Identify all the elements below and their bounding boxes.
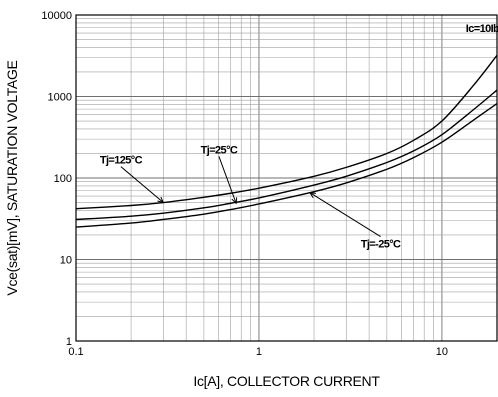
annotations: Ic=10Ib Tj=125°C Tj=25°C Tj=-25°C xyxy=(100,23,498,251)
grid xyxy=(75,14,498,342)
series-line-1 xyxy=(75,89,498,221)
y-tick-labels: 1 10 100 1000 10000 xyxy=(41,10,72,348)
x-tick-label: 1 xyxy=(256,346,262,358)
annotation-arrow-2 xyxy=(218,156,237,204)
y-axis-label: Vce(sat)[mV], SATURATION VOLTAGE xyxy=(4,60,20,295)
annotation-arrows xyxy=(120,156,381,238)
annotation-label-2: Tj=25°C xyxy=(201,144,238,156)
y-tick-label: 10 xyxy=(60,255,72,267)
x-tick-labels: 0.1 1 10 xyxy=(68,346,448,358)
plot-frame xyxy=(75,14,498,342)
annotation-arrow-1 xyxy=(120,166,164,203)
annotation-arrowhead-3 xyxy=(308,192,316,199)
y-tick-label: 1 xyxy=(66,336,72,348)
x-tick-label: 10 xyxy=(436,346,448,358)
y-tick-label: 100 xyxy=(54,173,72,185)
x-tick-label: 0.1 xyxy=(68,346,83,358)
y-tick-label: 10000 xyxy=(41,10,72,22)
x-axis-label: Ic[A], COLLECTOR CURRENT xyxy=(193,373,380,389)
series-line-2 xyxy=(75,102,498,228)
annotation-arrowhead-1 xyxy=(157,196,165,204)
annotation-label-1: Tj=125°C xyxy=(100,155,143,167)
y-tick-label: 1000 xyxy=(48,92,72,104)
annotation-label-0: Ic=10Ib xyxy=(466,23,498,35)
annotation-arrow-3 xyxy=(309,192,381,238)
annotation-arrowhead-2 xyxy=(231,197,238,205)
annotation-label-3: Tj=-25°C xyxy=(361,239,401,251)
